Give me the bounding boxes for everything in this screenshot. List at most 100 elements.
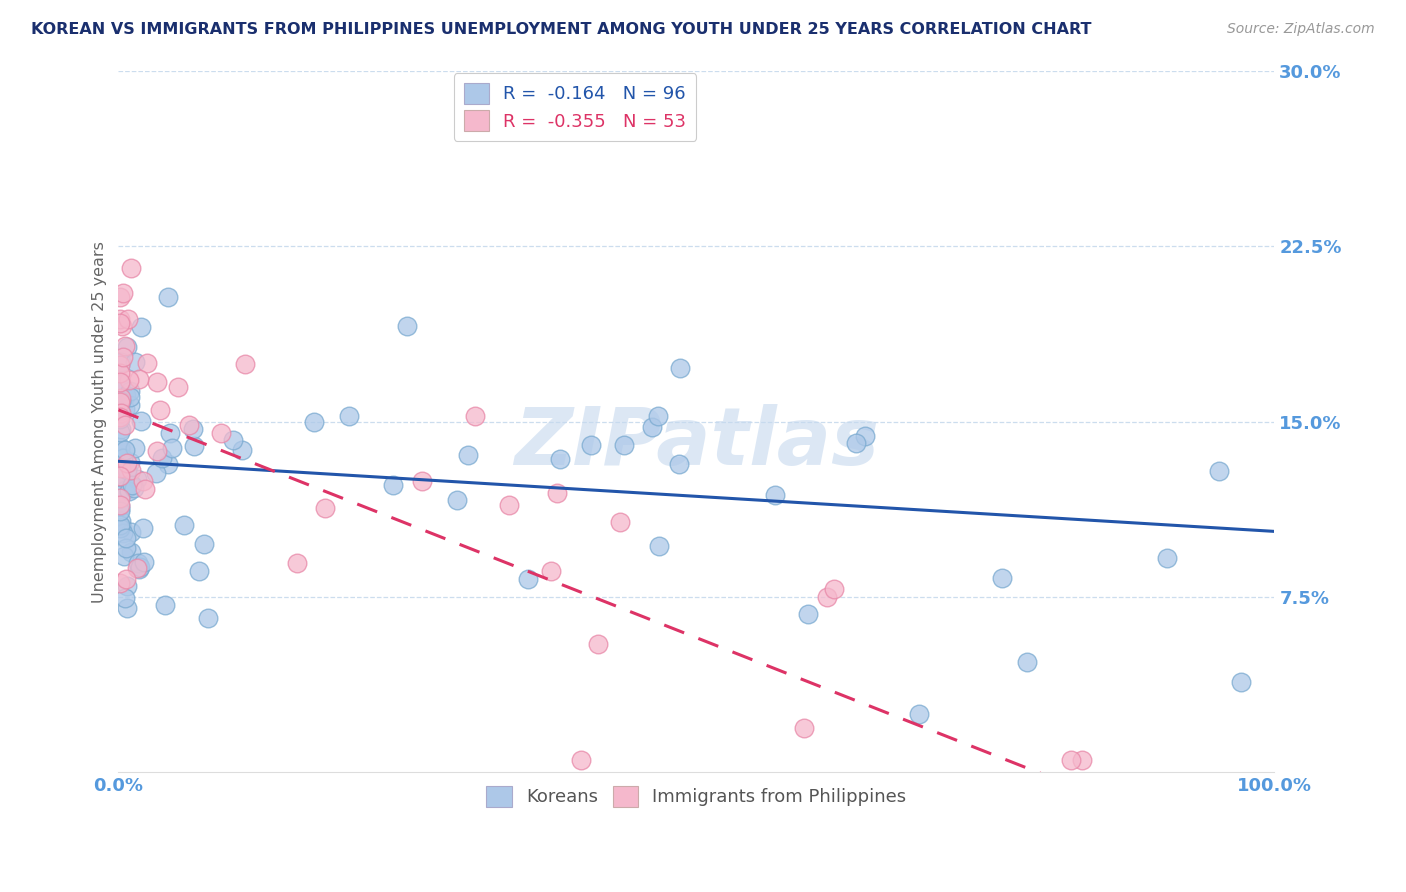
Point (110, 514, 132, 528)
Point (110, 355, 132, 369)
Point (114, 417, 136, 432)
Point (108, 375, 131, 389)
Point (118, 398, 141, 412)
Text: KOREAN VS IMMIGRANTS FROM PHILIPPINES UNEMPLOYMENT AMONG YOUTH UNDER 25 YEARS CO: KOREAN VS IMMIGRANTS FROM PHILIPPINES UN… (31, 22, 1091, 37)
Point (669, 361, 692, 376)
Point (110, 406, 132, 420)
Point (546, 485, 568, 500)
Point (209, 425, 232, 440)
Point (110, 393, 132, 408)
Point (125, 561, 148, 575)
Point (114, 402, 136, 417)
Point (129, 414, 152, 428)
Point (115, 532, 138, 546)
Point (112, 549, 135, 563)
Point (132, 474, 155, 488)
Point (763, 488, 786, 502)
Point (1015, 655, 1038, 669)
Point (108, 450, 131, 465)
Point (118, 373, 141, 387)
Point (540, 564, 562, 578)
Point (579, 438, 602, 452)
Point (108, 359, 131, 373)
Point (112, 350, 135, 364)
Text: Source: ZipAtlas.com: Source: ZipAtlas.com (1227, 22, 1375, 37)
Point (128, 562, 150, 576)
Point (907, 707, 929, 722)
Point (111, 520, 134, 534)
Point (108, 290, 131, 304)
Point (155, 599, 177, 613)
Point (114, 572, 136, 586)
Point (108, 469, 131, 483)
Point (108, 501, 131, 516)
Point (108, 518, 131, 533)
Point (150, 450, 173, 465)
Point (132, 555, 155, 569)
Point (108, 440, 131, 454)
Point (115, 541, 138, 556)
Point (108, 410, 131, 425)
Point (668, 457, 690, 471)
Point (112, 286, 135, 301)
Point (108, 504, 131, 518)
Point (337, 409, 360, 423)
Point (991, 571, 1014, 585)
Point (108, 404, 131, 418)
Point (114, 442, 136, 457)
Point (108, 491, 131, 505)
Point (464, 409, 486, 424)
Point (132, 521, 155, 535)
Point (120, 260, 142, 275)
Point (222, 434, 245, 448)
Point (550, 452, 572, 467)
Point (120, 462, 142, 476)
Point (108, 442, 131, 457)
Point (285, 556, 308, 570)
Point (160, 442, 183, 456)
Point (108, 575, 131, 590)
Point (110, 377, 132, 392)
Point (124, 442, 146, 456)
Point (108, 500, 131, 514)
Point (148, 403, 170, 417)
Point (120, 545, 142, 559)
Point (129, 560, 152, 574)
Point (117, 311, 139, 326)
Point (167, 380, 190, 394)
Point (411, 474, 433, 488)
Point (159, 425, 181, 440)
Point (647, 540, 669, 554)
Point (114, 339, 136, 353)
Point (115, 463, 138, 477)
Point (118, 390, 141, 404)
Point (197, 611, 219, 625)
Point (115, 456, 138, 470)
Point (1229, 675, 1251, 690)
Point (188, 564, 211, 578)
Point (108, 469, 131, 483)
Point (586, 637, 609, 651)
Point (793, 721, 815, 735)
Point (127, 556, 149, 570)
Point (111, 319, 134, 334)
Point (823, 582, 845, 596)
Point (395, 318, 418, 333)
Point (797, 607, 820, 622)
Point (108, 425, 131, 439)
Point (845, 435, 868, 450)
Point (108, 399, 131, 413)
Point (179, 417, 201, 432)
Point (817, 591, 839, 605)
Point (135, 356, 157, 370)
Point (110, 391, 132, 405)
Point (117, 579, 139, 593)
Point (1071, 753, 1094, 767)
Point (1156, 550, 1178, 565)
Point (233, 357, 256, 371)
Point (183, 439, 205, 453)
Point (181, 422, 204, 436)
Point (120, 384, 142, 399)
Point (609, 515, 631, 529)
Point (457, 448, 479, 462)
